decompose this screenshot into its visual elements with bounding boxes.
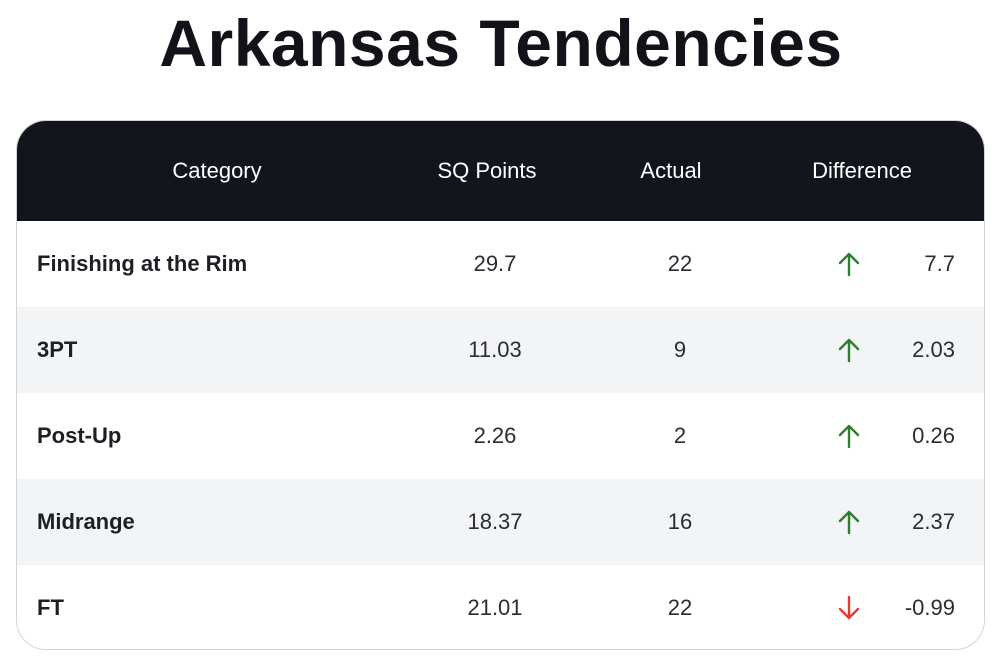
table-row: Midrange 18.37 16 2.37 xyxy=(17,479,984,565)
column-header-actual: Actual xyxy=(640,158,702,183)
arrow-up-icon xyxy=(838,510,860,535)
difference-cell: 0.26 xyxy=(912,423,955,448)
sq-points-cell: 18.37 xyxy=(467,509,523,534)
actual-cell: 9 xyxy=(673,337,687,362)
category-cell: Finishing at the Rim xyxy=(37,251,248,276)
arrow-up-mark xyxy=(838,510,860,535)
table-header: Category SQ Points Actual Difference xyxy=(17,121,984,221)
arrow-up-icon xyxy=(838,424,860,449)
arrow-down-icon xyxy=(838,595,860,620)
sq-points-cell: 29.7 xyxy=(473,251,517,276)
trend-arrow xyxy=(829,565,869,649)
arrow-up-mark xyxy=(838,424,860,449)
table-row: 3PT 11.03 9 2.03 xyxy=(17,307,984,393)
category-cell: Midrange xyxy=(37,509,135,534)
actual-cell: 2 xyxy=(673,423,687,448)
difference-cell: 2.37 xyxy=(912,509,955,534)
table-row: Finishing at the Rim 29.7 22 7.7 xyxy=(17,221,984,307)
arrow-up-icon xyxy=(838,338,860,363)
arrow-down-mark xyxy=(838,595,860,620)
page-title: Arkansas Tendencies xyxy=(159,6,843,80)
sq-points-cell: 21.01 xyxy=(467,595,523,620)
arrow-up-icon xyxy=(838,252,860,277)
trend-arrow xyxy=(829,307,869,393)
trend-arrow xyxy=(829,393,869,479)
arrow-up-mark xyxy=(838,252,860,277)
arrow-up-mark xyxy=(838,338,860,363)
actual-cell: 22 xyxy=(667,251,693,276)
sq-points-cell: 11.03 xyxy=(468,337,522,362)
sq-points-cell: 2.26 xyxy=(473,423,517,448)
column-header-difference: Difference xyxy=(812,158,912,183)
tendencies-table: Category SQ Points Actual Difference Fin… xyxy=(16,120,985,650)
trend-arrow xyxy=(829,479,869,565)
category-cell: 3PT xyxy=(37,337,78,362)
column-header-sq-points: SQ Points xyxy=(437,158,537,183)
category-cell: FT xyxy=(37,595,64,620)
table-row: Post-Up 2.26 2 0.26 xyxy=(17,393,984,479)
actual-cell: 16 xyxy=(667,509,693,534)
table-row: FT 21.01 22 -0.99 xyxy=(17,565,984,649)
trend-arrow xyxy=(829,221,869,307)
category-cell: Post-Up xyxy=(37,423,122,448)
actual-cell: 22 xyxy=(667,595,693,620)
difference-cell: 2.03 xyxy=(912,337,955,362)
difference-cell: 7.7 xyxy=(924,251,955,276)
difference-cell: -0.99 xyxy=(904,595,955,620)
column-header-category: Category xyxy=(172,158,262,183)
